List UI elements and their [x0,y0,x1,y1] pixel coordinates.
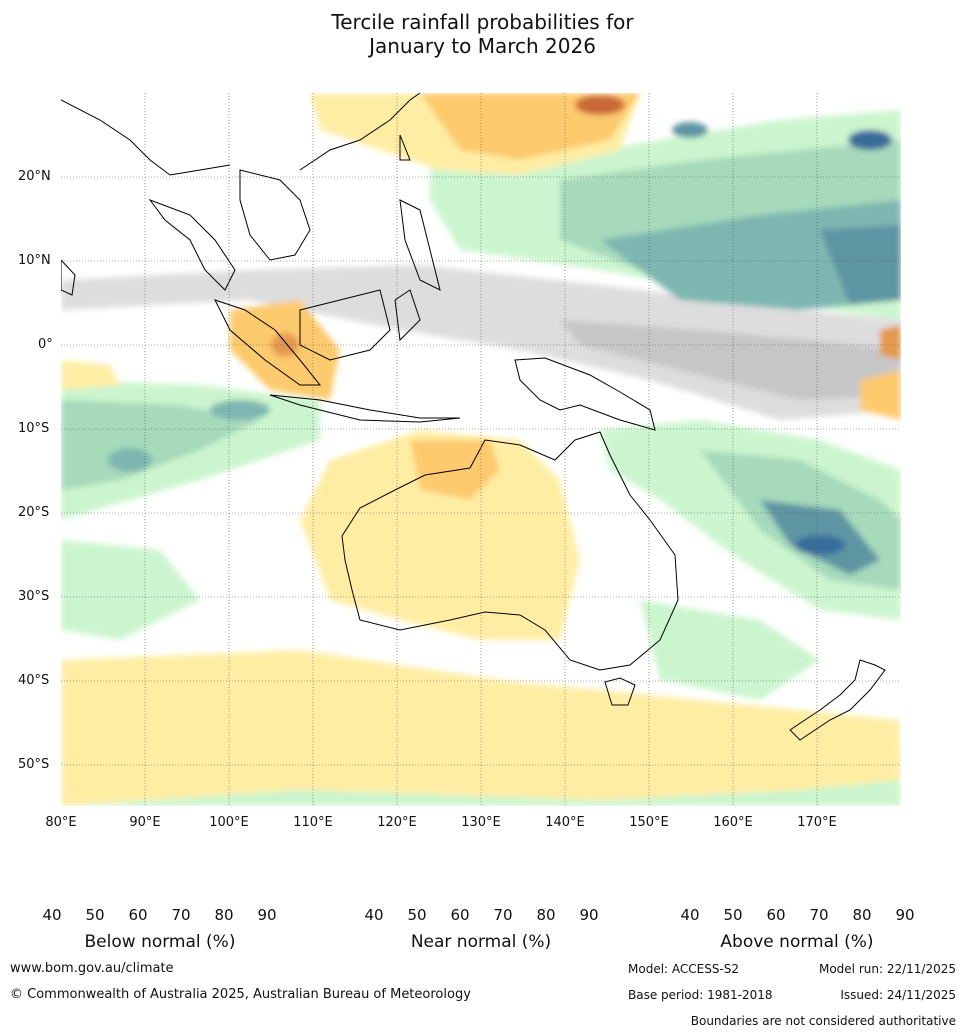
above-tick: 40 [680,906,700,924]
near-tick: 80 [536,906,556,924]
lat-label-10n: 10°N [18,253,51,268]
near-tick: 50 [407,906,427,924]
lon-label-140e: 140°E [545,815,585,830]
title-line-1: Tercile rainfall probabilities for [331,10,634,34]
above-normal-title: Above normal (%) [720,932,874,952]
boundaries-disclaimer: Boundaries are not considered authoritat… [690,1014,956,1028]
lon-label-120e: 120°E [377,815,417,830]
rainfall-map [61,93,901,806]
near-tick: 40 [364,906,384,924]
below-tick: 40 [42,906,62,924]
website-link[interactable]: www.bom.gov.au/climate [10,961,174,976]
below-normal-title: Below normal (%) [84,932,236,952]
lat-label-30s: 30°S [18,589,50,604]
lat-label-40s: 40°S [18,673,50,688]
coastlines [61,93,886,741]
lon-label-90e: 90°E [129,815,161,830]
near-normal-title: Near normal (%) [410,932,552,952]
near-tick: 60 [450,906,470,924]
copyright: © Commonwealth of Australia 2025, Austra… [10,987,471,1002]
lat-label-50s: 50°S [18,757,50,772]
model-run: Model run: 22/11/2025 [818,962,956,976]
lat-label-20s: 20°S [18,505,50,520]
near-tick: 70 [493,906,513,924]
map-field [61,93,901,806]
lon-label-100e: 100°E [209,815,249,830]
base-period: Base period: 1981-2018 [628,988,773,1002]
graticule [61,93,901,806]
lon-label-110e: 110°E [293,815,333,830]
lon-label-130e: 130°E [461,815,501,830]
below-tick: 90 [257,906,277,924]
below-tick: 60 [128,906,148,924]
lat-label-20n: 20°N [18,169,51,184]
above-tick: 50 [723,906,743,924]
below-tick: 50 [85,906,105,924]
lat-label-10s: 10°S [18,421,50,436]
near-tick: 90 [579,906,599,924]
lon-label-150e: 150°E [629,815,669,830]
lon-label-160e: 160°E [713,815,753,830]
above-tick: 70 [809,906,829,924]
lon-label-170e: 170°E [797,815,837,830]
map-title: Tercile rainfall probabilities for Janua… [0,10,965,58]
above-tick: 60 [766,906,786,924]
issued-date: Issued: 24/11/2025 [840,988,956,1002]
above-tick: 80 [852,906,872,924]
below-tick: 80 [214,906,234,924]
lat-label-0: 0° [38,337,53,352]
above-tick: 90 [895,906,915,924]
lon-label-80e: 80°E [45,815,77,830]
below-tick: 70 [171,906,191,924]
title-line-2: January to March 2026 [369,34,596,58]
model-label: Model: ACCESS-S2 [628,962,740,976]
